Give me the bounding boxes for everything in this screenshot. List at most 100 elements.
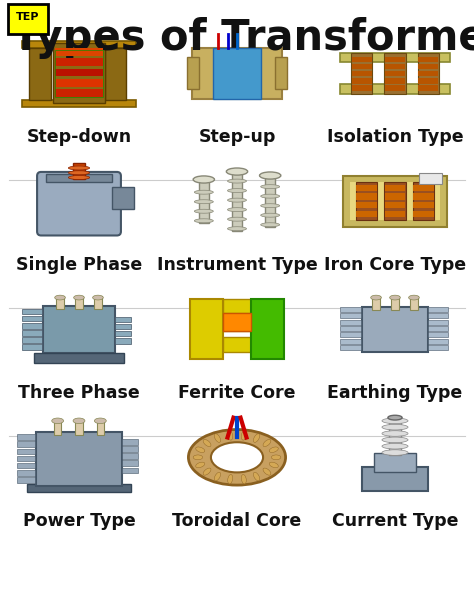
Bar: [352, 78, 372, 83]
Bar: [428, 313, 448, 318]
Ellipse shape: [203, 439, 211, 446]
Bar: [384, 53, 406, 94]
Ellipse shape: [226, 168, 247, 175]
Ellipse shape: [68, 166, 90, 170]
Ellipse shape: [196, 447, 205, 452]
Bar: [223, 337, 261, 352]
Bar: [385, 78, 405, 83]
Bar: [223, 299, 261, 313]
Bar: [55, 48, 103, 56]
Ellipse shape: [263, 439, 271, 446]
Bar: [385, 57, 405, 62]
Bar: [340, 53, 449, 62]
Bar: [53, 43, 105, 104]
Bar: [29, 48, 51, 99]
Bar: [356, 211, 377, 217]
Bar: [55, 89, 103, 97]
Ellipse shape: [228, 475, 233, 484]
Bar: [187, 57, 199, 89]
Bar: [352, 71, 372, 76]
Ellipse shape: [228, 208, 246, 211]
Ellipse shape: [371, 295, 382, 300]
Bar: [115, 331, 131, 336]
Bar: [275, 57, 287, 89]
Bar: [410, 296, 418, 310]
Bar: [428, 307, 448, 312]
Text: Instrument Type: Instrument Type: [156, 256, 318, 274]
Bar: [55, 58, 103, 66]
Bar: [232, 172, 242, 231]
Bar: [340, 345, 361, 350]
Bar: [428, 326, 448, 331]
Bar: [190, 299, 223, 359]
Bar: [18, 463, 35, 468]
Bar: [385, 85, 405, 91]
Ellipse shape: [261, 185, 280, 189]
Bar: [223, 313, 251, 331]
Ellipse shape: [228, 189, 246, 192]
Ellipse shape: [193, 176, 214, 183]
Bar: [389, 417, 401, 455]
Bar: [56, 296, 64, 308]
Ellipse shape: [228, 227, 246, 231]
Text: Single Phase: Single Phase: [16, 256, 142, 274]
Text: Step-down: Step-down: [27, 128, 132, 146]
Ellipse shape: [68, 175, 90, 179]
Ellipse shape: [390, 295, 401, 300]
Text: Power Type: Power Type: [23, 512, 136, 530]
Ellipse shape: [73, 295, 84, 300]
Bar: [351, 53, 373, 94]
Ellipse shape: [52, 418, 64, 424]
Bar: [385, 194, 405, 200]
Ellipse shape: [214, 472, 220, 481]
Text: Isolation Type: Isolation Type: [327, 128, 463, 146]
Bar: [122, 439, 138, 445]
Text: Types of Transformer: Types of Transformer: [12, 17, 474, 59]
Bar: [18, 449, 35, 454]
Bar: [428, 345, 448, 350]
Bar: [413, 202, 434, 208]
Ellipse shape: [382, 450, 408, 455]
Bar: [352, 85, 372, 91]
Ellipse shape: [241, 475, 246, 484]
Ellipse shape: [228, 198, 246, 202]
Bar: [413, 182, 434, 220]
Bar: [418, 53, 439, 94]
Bar: [54, 419, 61, 435]
Bar: [18, 470, 35, 475]
Bar: [122, 446, 138, 452]
Bar: [55, 50, 103, 97]
Bar: [362, 307, 428, 352]
Ellipse shape: [259, 172, 281, 179]
FancyBboxPatch shape: [37, 172, 121, 236]
Bar: [265, 175, 275, 227]
Text: Step-up: Step-up: [198, 128, 276, 146]
Bar: [18, 456, 35, 461]
Bar: [356, 194, 377, 200]
Bar: [46, 174, 112, 182]
Bar: [418, 85, 438, 91]
Ellipse shape: [228, 179, 246, 183]
Bar: [55, 69, 103, 76]
Ellipse shape: [55, 295, 65, 300]
Bar: [8, 4, 48, 34]
Bar: [418, 71, 438, 76]
Bar: [75, 296, 82, 308]
Ellipse shape: [382, 418, 408, 424]
Bar: [385, 211, 405, 217]
Bar: [428, 320, 448, 324]
Text: Ferrite Core: Ferrite Core: [178, 384, 296, 403]
Ellipse shape: [214, 434, 220, 442]
Ellipse shape: [68, 170, 90, 175]
Bar: [18, 477, 35, 482]
Bar: [428, 339, 448, 343]
Bar: [27, 484, 131, 492]
Bar: [22, 41, 136, 48]
Ellipse shape: [261, 213, 280, 217]
Bar: [122, 461, 138, 466]
Bar: [22, 316, 42, 321]
Ellipse shape: [193, 455, 202, 460]
Ellipse shape: [254, 434, 260, 442]
Bar: [340, 320, 361, 324]
Ellipse shape: [241, 431, 246, 440]
